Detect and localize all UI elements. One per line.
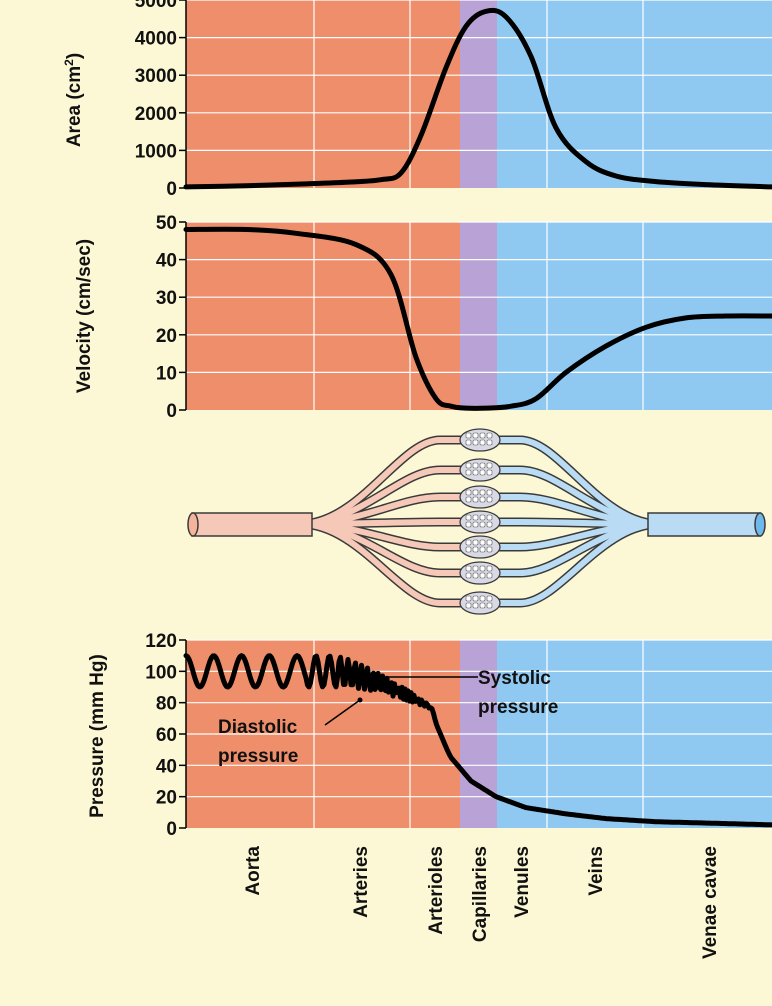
segment-label-capillaries: Capillaries xyxy=(470,846,491,942)
capillary-bed xyxy=(459,510,501,534)
vena-cava-vessel xyxy=(647,512,761,537)
y-tick-label: 3000 xyxy=(135,66,177,87)
capillary-bed xyxy=(459,561,501,585)
y-tick-label: 30 xyxy=(156,288,177,309)
segment-label-veins: Veins xyxy=(586,846,607,896)
vena-cava-opening xyxy=(754,512,766,537)
pressure-chart: 120 100 80 60 40 20 0 Pressure (mm Hg) Systoli… xyxy=(87,631,772,840)
capillary-bed xyxy=(459,591,501,615)
area-chart: 5000 4000 3000 2000 1000 0 Area (cm2) xyxy=(62,0,772,200)
segment-label-venules: Venules xyxy=(512,846,533,918)
capillary-region xyxy=(460,0,497,188)
y-tick-label: 20 xyxy=(156,326,177,347)
systolic-label-line2: pressure xyxy=(478,697,558,718)
y-tick-label: 40 xyxy=(156,756,177,777)
pressure-curve xyxy=(183,653,772,828)
y-tick-label: 0 xyxy=(166,401,177,422)
capillary-bed xyxy=(459,428,501,452)
aorta-opening xyxy=(187,512,199,537)
y-tick-label: 40 xyxy=(156,251,177,272)
area-curve xyxy=(183,7,772,190)
y-tick-label: 10 xyxy=(156,363,177,384)
diastolic-leader-dot xyxy=(357,697,363,703)
y-tick-label: 100 xyxy=(145,662,177,683)
systolic-leader-dot xyxy=(362,674,368,680)
segment-labels: Aorta Arteries Arterioles Capillaries Ve… xyxy=(243,846,721,959)
aorta-vessel xyxy=(191,512,313,537)
velocity-chart: 50 40 30 20 10 0 Velocity (cm/sec) xyxy=(74,213,772,422)
diastolic-label-line1: Diastolic xyxy=(218,717,298,738)
y-tick-label: 5000 xyxy=(135,0,177,12)
capillary-bed xyxy=(459,485,501,509)
y-tick-label: 50 xyxy=(156,213,177,234)
velocity-curve xyxy=(183,226,772,411)
y-tick-label: 4000 xyxy=(135,29,177,50)
y-tick-label: 0 xyxy=(166,819,177,840)
y-tick-label: 60 xyxy=(156,725,177,746)
pressure-axis-label: Pressure (mm Hg) xyxy=(87,654,108,818)
capillary-bed xyxy=(459,535,501,559)
y-tick-label: 1000 xyxy=(135,141,177,162)
y-tick-label: 120 xyxy=(145,631,177,652)
area-axis-label: Area (cm2) xyxy=(62,53,85,147)
diastolic-label-line2: pressure xyxy=(218,746,298,767)
capillary-region xyxy=(460,222,497,410)
arterial-region xyxy=(186,222,460,410)
y-tick-label: 80 xyxy=(156,694,177,715)
segment-label-arteries: Arteries xyxy=(351,846,372,918)
systolic-label-line1: Systolic xyxy=(478,668,551,689)
segment-label-arterioles: Arterioles xyxy=(426,846,447,935)
y-tick-label: 20 xyxy=(156,788,177,809)
arterial-region xyxy=(186,0,460,188)
y-tick-label: 2000 xyxy=(135,104,177,125)
diastolic-leader-line xyxy=(324,699,361,726)
capillary-bed xyxy=(459,458,501,482)
y-tick-label: 0 xyxy=(166,179,177,200)
segment-label-aorta: Aorta xyxy=(243,846,264,896)
segment-label-venae-cavae: Venae cavae xyxy=(700,846,721,959)
vessel-network-diagram xyxy=(187,428,766,615)
velocity-axis-label: Velocity (cm/sec) xyxy=(74,239,95,393)
venous-region xyxy=(497,0,772,188)
